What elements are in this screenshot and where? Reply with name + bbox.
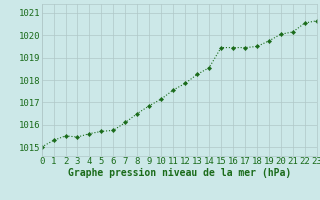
X-axis label: Graphe pression niveau de la mer (hPa): Graphe pression niveau de la mer (hPa) bbox=[68, 168, 291, 178]
